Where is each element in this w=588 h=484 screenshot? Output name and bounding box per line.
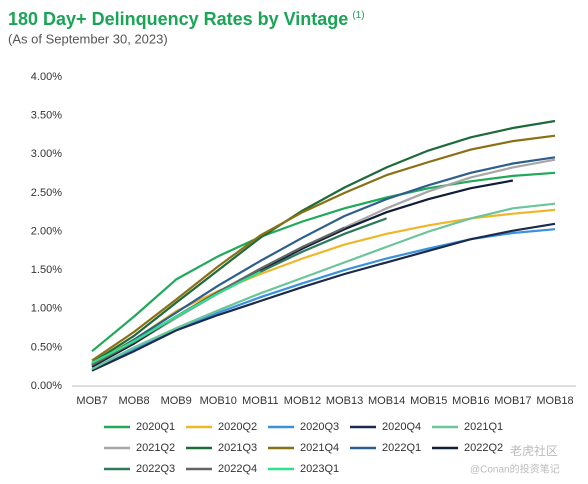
legend-label: 2022Q1	[382, 442, 421, 454]
x-tick-label: MOB12	[284, 395, 321, 407]
y-tick-label: 3.50%	[31, 110, 62, 122]
series-line	[91, 171, 556, 353]
series-line	[91, 202, 556, 370]
watermark: @Conan的投资笔记	[470, 463, 560, 476]
y-tick-label: 1.00%	[31, 303, 62, 315]
chart-title: 180 Day+ Delinquency Rates by Vintage (1)	[8, 9, 365, 29]
x-tick-label: MOB10	[200, 395, 237, 407]
series-line	[91, 156, 556, 367]
legend-label: 2021Q3	[218, 442, 257, 454]
legend-label: 2020Q4	[382, 421, 421, 433]
x-tick-label: MOB13	[326, 395, 363, 407]
x-tick-label: MOB7	[76, 395, 107, 407]
series-line	[91, 134, 556, 362]
x-tick-label: MOB16	[452, 395, 489, 407]
watermark: 老虎社区	[510, 443, 558, 458]
legend-label: 2021Q1	[464, 421, 503, 433]
legend-label: 2022Q4	[218, 463, 257, 475]
legend-label: 2020Q3	[300, 421, 339, 433]
x-tick-label: MOB11	[242, 395, 278, 407]
legend-label: 2021Q2	[136, 442, 175, 454]
title-text: 180 Day+ Delinquency Rates by Vintage	[8, 9, 348, 29]
x-tick-label: MOB8	[118, 395, 149, 407]
subtitle: (As of September 30, 2023)	[8, 31, 168, 46]
series-line	[91, 119, 556, 364]
y-tick-label: 2.50%	[31, 187, 62, 199]
title-note: (1)	[352, 10, 364, 21]
y-tick-label: 3.00%	[31, 148, 62, 160]
x-tick-label: MOB14	[368, 395, 405, 407]
legend-label: 2020Q1	[136, 421, 175, 433]
legend-label: 2022Q3	[136, 463, 175, 475]
x-tick-label: MOB15	[410, 395, 447, 407]
x-tick-label: MOB17	[494, 395, 531, 407]
y-tick-label: 4.00%	[31, 71, 62, 83]
y-tick-label: 0.00%	[31, 380, 62, 392]
series-line	[91, 208, 556, 364]
legend-label: 2020Q2	[218, 421, 257, 433]
x-tick-label: MOB9	[161, 395, 192, 407]
series-line	[91, 222, 556, 372]
x-tick-label: MOB18	[536, 395, 573, 407]
legend-label: 2022Q2	[464, 442, 503, 454]
legend-label: 2023Q1	[300, 463, 339, 475]
y-tick-label: 1.50%	[31, 264, 62, 276]
series-line	[91, 270, 261, 364]
y-tick-label: 0.50%	[31, 341, 62, 353]
y-tick-label: 2.00%	[31, 225, 62, 237]
legend-label: 2021Q4	[300, 442, 339, 454]
series-line	[91, 228, 556, 370]
